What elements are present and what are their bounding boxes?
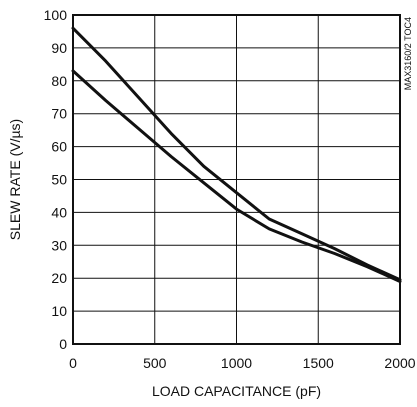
- x-axis-title: LOAD CAPACITANCE (pF): [152, 383, 321, 399]
- y-axis-title: SLEW RATE (V/µs): [7, 119, 23, 240]
- x-tick-label-1000: 1000: [221, 355, 252, 371]
- y-tick-label-30: 30: [51, 237, 67, 253]
- series-line-2: [71, 69, 402, 283]
- y-tick-label-90: 90: [51, 40, 67, 56]
- x-tick-label-1500: 1500: [303, 355, 334, 371]
- y-tick-label-10: 10: [51, 303, 67, 319]
- y-tick-label-40: 40: [51, 204, 67, 220]
- y-tick-label-20: 20: [51, 270, 67, 286]
- plot-frame: [72, 14, 401, 345]
- y-tick-label-50: 50: [51, 172, 67, 188]
- series-lines: [71, 26, 402, 283]
- y-tick-label-70: 70: [51, 106, 67, 122]
- x-tick-label-500: 500: [143, 355, 167, 371]
- tick-labels: 0 500 1000 1500 2000 0 10 20 30 40 50 60 70 80 90 100: [44, 7, 416, 371]
- x-tick-label-0: 0: [69, 355, 77, 371]
- grid-lines: [73, 15, 400, 344]
- series-line-1: [71, 26, 402, 282]
- side-note: MAX3160/2 TOC4: [403, 17, 413, 90]
- y-tick-label-60: 60: [51, 139, 67, 155]
- y-tick-label-0: 0: [59, 336, 67, 352]
- y-tick-label-80: 80: [51, 73, 67, 89]
- x-tick-label-2000: 2000: [384, 355, 415, 371]
- y-tick-label-100: 100: [44, 7, 68, 23]
